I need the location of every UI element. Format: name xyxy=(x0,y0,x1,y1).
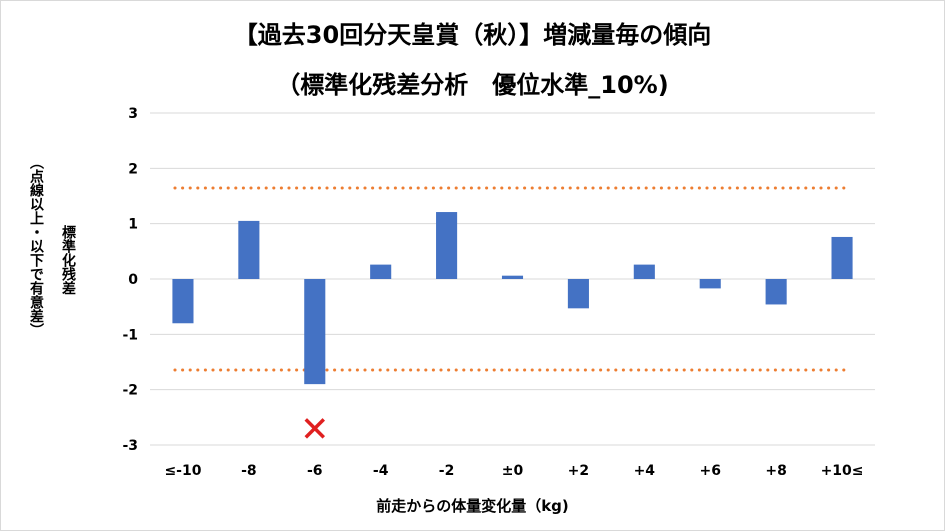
chart-subtitle: （標準化残差分析 優位水準_10%) xyxy=(276,71,669,99)
x-tick-label: -2 xyxy=(439,463,455,479)
x-tick-label: +6 xyxy=(699,463,720,479)
x-tick-label: -4 xyxy=(373,463,389,479)
y-tick-labels: 3 2 1 0 -1 -2 -3 xyxy=(122,106,138,454)
x-axis-label: 前走からの体量変化量（kg) xyxy=(376,497,569,515)
bar xyxy=(501,275,524,279)
x-tick-label: +2 xyxy=(568,463,589,479)
y-axis-label-note: （点線以上・以下で有意差） xyxy=(28,155,44,337)
x-tick-label: -6 xyxy=(307,463,323,479)
chart-title: 【過去30回分天皇賞（秋）】増減量毎の傾向 xyxy=(233,21,712,49)
x-tick-label: -8 xyxy=(241,463,257,479)
bar xyxy=(304,279,326,385)
y-tick-label: 3 xyxy=(128,106,138,122)
bar xyxy=(370,264,392,279)
y-tick-label: 2 xyxy=(128,161,138,177)
y-axis-label-main: 標準化残差 xyxy=(60,225,76,295)
bar xyxy=(765,279,787,305)
y-tick-label: 0 xyxy=(128,272,138,288)
bar xyxy=(238,220,260,279)
y-axis-label: 標準化残差 （点線以上・以下で有意差） xyxy=(20,130,90,430)
bar xyxy=(633,264,655,279)
threshold-lines xyxy=(173,186,852,372)
x-tick-label: +10≤ xyxy=(821,463,864,479)
y-tick-label: -3 xyxy=(122,438,138,454)
gridlines xyxy=(150,112,875,446)
y-tick-label: 1 xyxy=(128,217,138,233)
bars xyxy=(172,212,853,385)
x-tick-label: +8 xyxy=(765,463,786,479)
x-tick-labels: ≤-10 -8 -6 -4 -2 ±0 +2 +4 +6 +8 +10≤ xyxy=(164,463,863,479)
x-tick-label: +4 xyxy=(634,463,656,479)
x-tick-label: ±0 xyxy=(502,463,524,479)
x-tick-label: ≤-10 xyxy=(164,463,201,479)
bar xyxy=(831,236,853,279)
y-tick-label: -2 xyxy=(122,383,138,399)
markers xyxy=(304,418,326,439)
y-tick-label: -1 xyxy=(122,327,138,343)
cross-marker-stroke xyxy=(304,418,326,439)
bar xyxy=(436,212,458,279)
bar xyxy=(699,279,721,289)
bar xyxy=(172,279,194,324)
bar xyxy=(567,279,589,309)
cross-marker-icon xyxy=(304,418,326,439)
